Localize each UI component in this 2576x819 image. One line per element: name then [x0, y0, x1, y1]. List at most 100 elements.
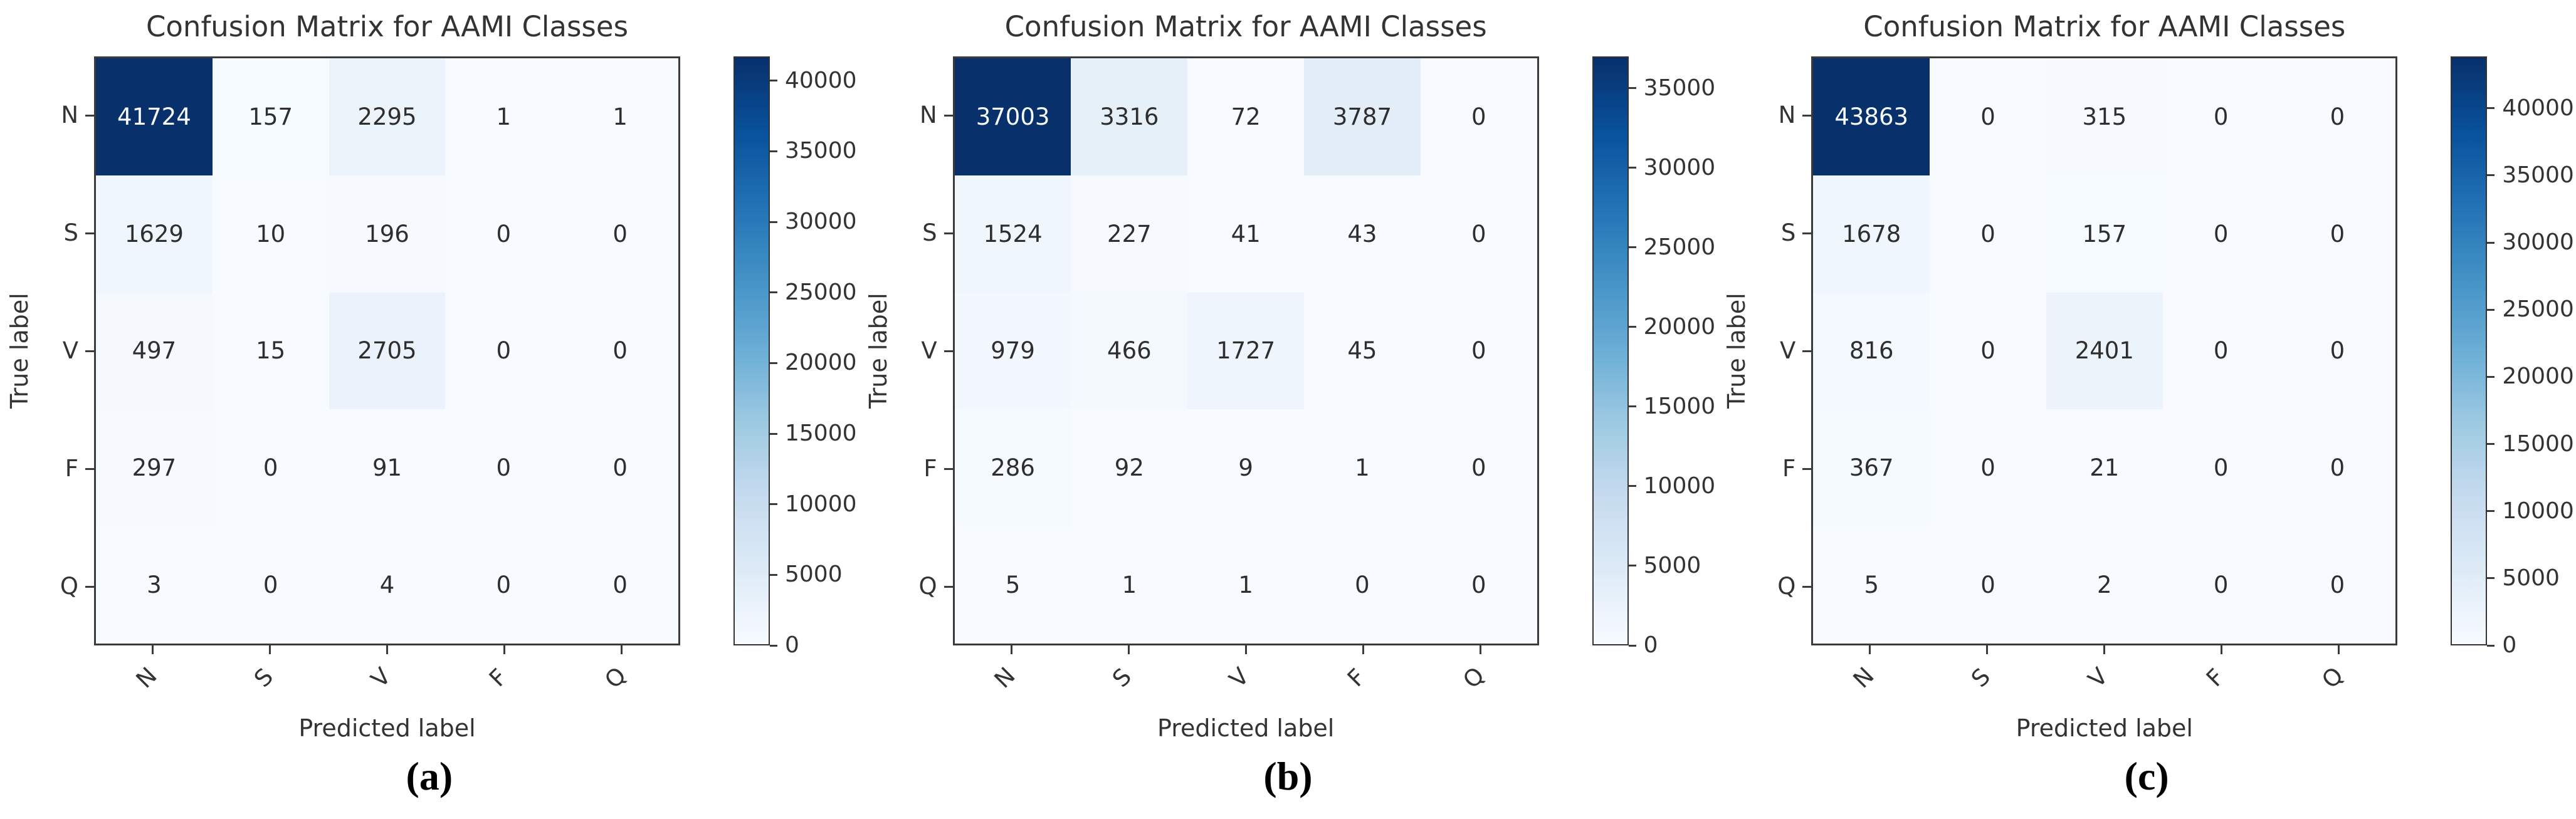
y-tick-mark [944, 585, 953, 588]
heatmap-cell: 0 [2279, 409, 2396, 527]
colorbar-tick-mark [2487, 375, 2495, 378]
heatmap-cell: 0 [212, 526, 329, 644]
colorbar-tick-mark [770, 291, 777, 294]
colorbar-tick-label: 0 [2502, 632, 2517, 658]
heatmap-cell: 0 [1420, 292, 1537, 410]
heatmap-cell: 297 [96, 409, 213, 527]
heatmap-cell: 315 [2046, 58, 2163, 175]
y-tick-mark [85, 350, 94, 352]
colorbar-gradient [1592, 56, 1629, 645]
colorbar-tick-label: 25000 [1643, 234, 1716, 260]
colorbar-tick-label: 25000 [785, 279, 857, 305]
colorbar-tick-label: 10000 [2502, 498, 2574, 524]
colorbar-gradient [733, 56, 770, 645]
y-tick-label: F [1782, 455, 1796, 482]
heatmap-cell: 91 [329, 409, 446, 527]
heatmap-cell: 0 [1420, 409, 1537, 527]
heatmap-cell: 0 [1304, 526, 1421, 644]
y-tick-mark [944, 467, 953, 470]
x-tick-mark [503, 645, 505, 654]
x-tick-mark [1869, 645, 1871, 654]
heatmap-cell: 0 [2162, 175, 2279, 293]
colorbar-tick-label: 10000 [785, 491, 857, 517]
colorbar-tick-label: 5000 [2502, 565, 2560, 591]
heatmap-cell: 3316 [1071, 58, 1188, 175]
y-tick-label: N [1778, 102, 1796, 128]
heatmap-cell: 37003 [954, 58, 1071, 175]
heatmap-cell: 45 [1304, 292, 1421, 410]
x-tick-mark [1127, 645, 1130, 654]
heatmap-cell: 0 [2279, 175, 2396, 293]
x-tick-label: Q [599, 662, 631, 694]
colorbar-tick-label: 5000 [785, 561, 843, 588]
colorbar-tick-label: 0 [785, 632, 799, 658]
colorbar-tick-label: 35000 [2502, 162, 2574, 188]
y-tick-label: S [922, 219, 937, 246]
heatmap-cell: 15 [212, 292, 329, 410]
heatmap-cell: 0 [445, 292, 562, 410]
y-tick-mark [944, 114, 953, 117]
heatmap-cell: 1524 [954, 175, 1071, 293]
colorbar-tick-mark [770, 432, 777, 435]
colorbar-tick-mark [770, 80, 777, 82]
heatmap-cell: 0 [1930, 526, 2046, 644]
colorbar-tick-label: 20000 [785, 350, 857, 376]
heatmap-cell: 0 [1420, 58, 1537, 175]
colorbar-tick-mark [2487, 308, 2495, 311]
heatmap-cell: 3 [96, 526, 213, 644]
panel-caption: (b) [1263, 754, 1313, 798]
colorbar-tick-label: 15000 [1643, 393, 1716, 419]
colorbar-tick-label: 15000 [2502, 430, 2574, 457]
y-tick-mark [85, 232, 94, 234]
y-tick-label: V [62, 337, 78, 364]
colorbar-tick-label: 35000 [1643, 75, 1716, 101]
heatmap-cell: 0 [2279, 292, 2396, 410]
colorbar-tick-mark [2487, 644, 2495, 647]
heatmap-cell: 41724 [96, 58, 213, 175]
x-tick-mark [1986, 645, 1989, 654]
heatmap-cell: 1678 [1813, 175, 1930, 293]
heatmap-cell: 0 [1930, 58, 2046, 175]
colorbar-tick-mark [2487, 241, 2495, 244]
colorbar-tick-mark [770, 644, 777, 647]
heatmap-cell: 0 [562, 526, 678, 644]
x-tick-mark [152, 645, 154, 654]
heatmap-cell: 3787 [1304, 58, 1421, 175]
colorbar-tick-label: 20000 [1643, 313, 1716, 340]
y-tick-mark [944, 350, 953, 352]
confusion-matrix-panel-b: Confusion Matrix for AAMI Classes True l… [859, 0, 1718, 819]
heatmap-cell: 5 [1813, 526, 1930, 644]
heatmap-cell: 0 [1420, 175, 1537, 293]
heatmap-cell: 2 [2046, 526, 2163, 644]
y-tick-label: S [63, 219, 79, 246]
x-tick-mark [621, 645, 623, 654]
y-tick-label: N [61, 102, 78, 128]
heatmap-cell: 1 [1071, 526, 1188, 644]
colorbar-tick-label: 10000 [1643, 472, 1716, 499]
confusion-matrix-panel-a: Confusion Matrix for AAMI Classes True l… [0, 0, 859, 819]
heatmap-cell: 43863 [1813, 58, 1930, 175]
heatmap-cell: 0 [1930, 175, 2046, 293]
x-tick-label: N [1848, 662, 1879, 694]
heatmap-cell: 0 [445, 526, 562, 644]
chart-title: Confusion Matrix for AAMI Classes [145, 10, 629, 43]
heatmap-cell: 1 [1304, 409, 1421, 527]
heatmap-cell: 227 [1071, 175, 1188, 293]
colorbar-tick-label: 40000 [2502, 95, 2574, 121]
colorbar-tick-label: 20000 [2502, 363, 2574, 390]
colorbar-tick-mark [1628, 644, 1636, 647]
x-tick-mark [1479, 645, 1481, 654]
y-tick-mark [85, 585, 94, 588]
y-tick-label: V [1780, 337, 1796, 364]
y-tick-label: S [1780, 219, 1796, 246]
confusion-matrix-panel-c: Confusion Matrix for AAMI Classes True l… [1717, 0, 2576, 819]
x-axis-label: Predicted label [298, 714, 476, 742]
heatmap-cell: 0 [212, 409, 329, 527]
x-tick-mark [386, 645, 388, 654]
heatmap-cell: 2401 [2046, 292, 2163, 410]
heatmap-grid: 43863 0 315 0 0 1678 0 157 0 0 816 0 2401 0 0 367 0 21 0 0 5… [1811, 56, 2398, 645]
colorbar-tick-mark [1628, 167, 1636, 169]
x-tick-mark [2221, 645, 2223, 654]
x-tick-label: F [483, 663, 512, 692]
